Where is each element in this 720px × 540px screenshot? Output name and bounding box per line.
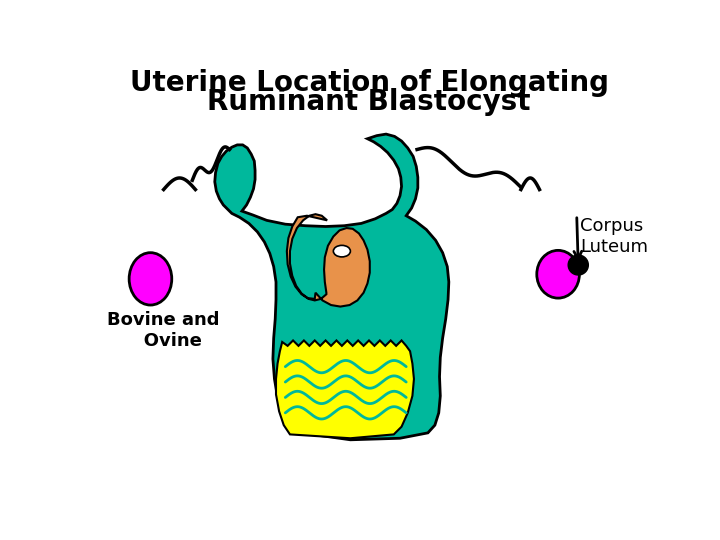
Ellipse shape	[129, 253, 172, 305]
Circle shape	[568, 255, 588, 275]
Ellipse shape	[537, 251, 580, 298]
Text: Corpus
Luteum: Corpus Luteum	[580, 217, 648, 256]
Text: Uterine Location of Elongating: Uterine Location of Elongating	[130, 69, 608, 97]
Polygon shape	[215, 134, 449, 440]
Ellipse shape	[333, 245, 351, 257]
Polygon shape	[276, 340, 414, 438]
Text: Ruminant Blastocyst: Ruminant Blastocyst	[207, 88, 531, 116]
Polygon shape	[287, 214, 370, 307]
Text: Bovine and
   Ovine: Bovine and Ovine	[107, 311, 220, 350]
